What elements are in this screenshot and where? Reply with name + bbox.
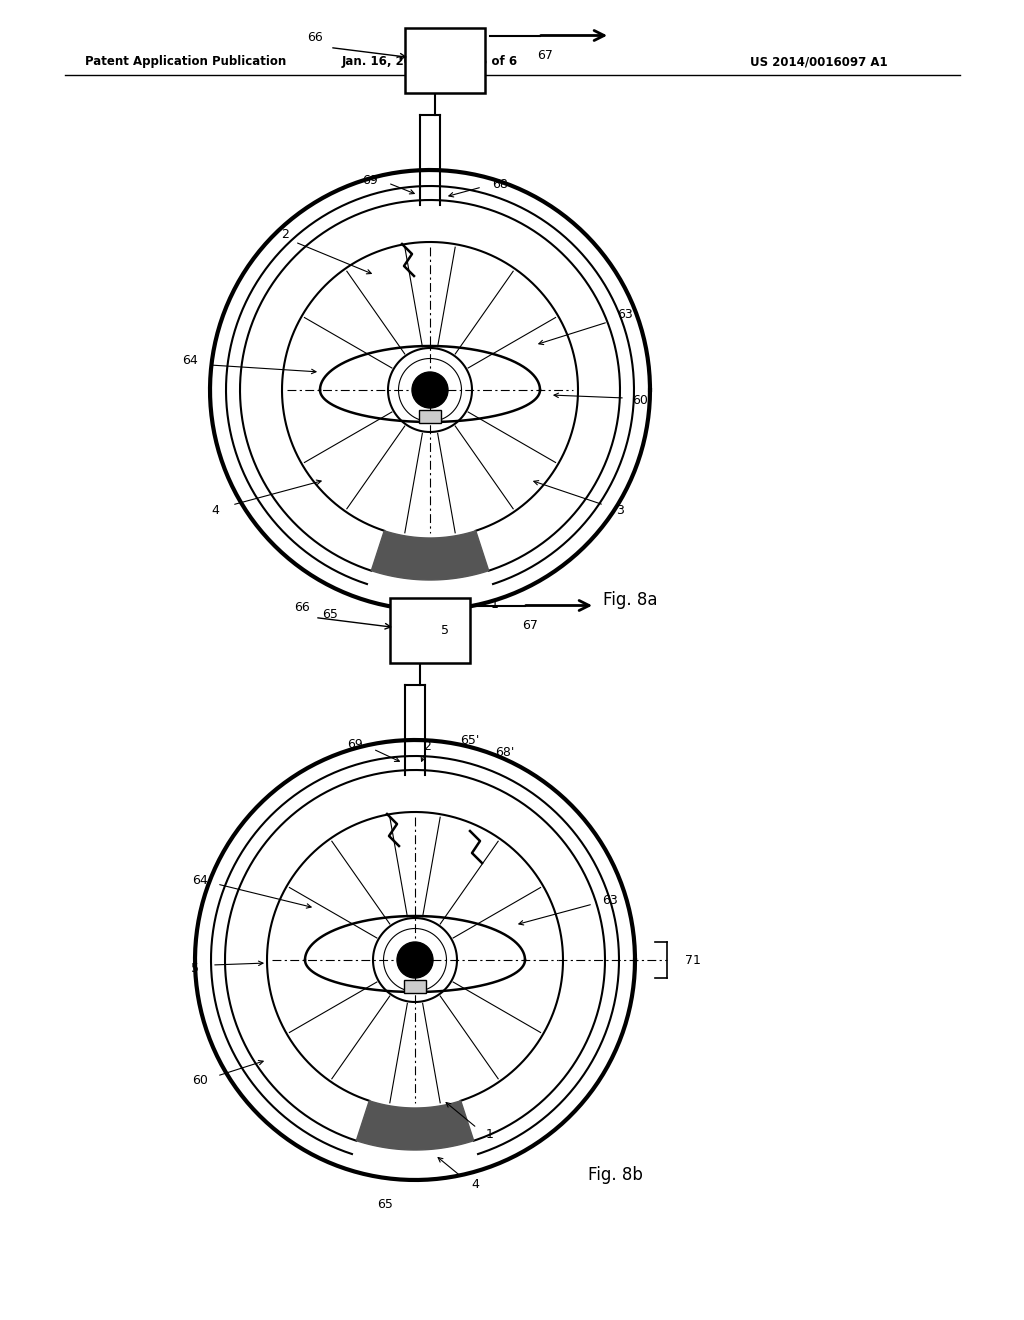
Text: 4: 4 [471,1179,479,1192]
Text: 63: 63 [617,309,633,322]
Text: 65: 65 [323,609,338,622]
Text: 2: 2 [423,741,431,754]
Text: 64: 64 [182,354,198,367]
Text: 4: 4 [211,503,219,516]
Text: 1: 1 [486,1129,494,1142]
Text: 60: 60 [193,1073,208,1086]
Text: 64: 64 [193,874,208,887]
FancyBboxPatch shape [404,979,426,993]
FancyBboxPatch shape [390,598,470,663]
Text: 1: 1 [492,598,499,611]
Text: 68': 68' [496,747,515,759]
Text: 69: 69 [347,738,362,751]
Text: 3: 3 [616,503,624,516]
Text: 67: 67 [522,619,538,632]
Text: 65: 65 [377,1199,393,1212]
FancyBboxPatch shape [406,28,485,92]
Text: 65': 65' [461,734,479,747]
Text: Patent Application Publication: Patent Application Publication [85,55,287,69]
Text: 68: 68 [493,178,508,191]
FancyBboxPatch shape [419,411,441,422]
Polygon shape [372,531,488,579]
Text: Fig. 8a: Fig. 8a [603,591,657,609]
Text: 2: 2 [281,228,289,242]
Text: Fig. 8b: Fig. 8b [588,1166,642,1184]
Circle shape [412,372,449,408]
Text: US 2014/0016097 A1: US 2014/0016097 A1 [750,55,888,69]
Text: 66: 66 [294,601,310,614]
Text: 63: 63 [602,894,617,907]
Text: 5: 5 [191,961,199,974]
Text: 60: 60 [632,393,648,407]
Text: 66: 66 [307,30,323,44]
Text: 71: 71 [685,953,701,966]
Text: 5: 5 [441,623,449,636]
Text: 69: 69 [362,173,378,186]
Circle shape [397,942,433,978]
Polygon shape [356,1101,474,1150]
Text: Jan. 16, 2014  Sheet 5 of 6: Jan. 16, 2014 Sheet 5 of 6 [342,55,518,69]
Text: 67: 67 [537,49,553,62]
